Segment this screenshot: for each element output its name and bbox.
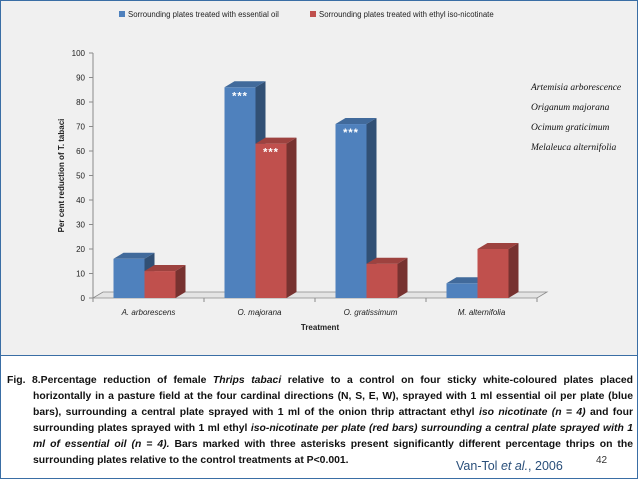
bar-top: [366, 257, 408, 264]
caption-species: Thrips tabaci: [212, 375, 282, 386]
bar-top: [224, 81, 266, 88]
y-tick-label: 60: [76, 147, 85, 156]
legend-label: Sorrounding plates treated with ethyl is…: [319, 10, 494, 19]
y-tick-label: 100: [72, 49, 86, 58]
credit-year: , 2006: [528, 459, 563, 473]
species-item: Ocimum graticimum: [531, 123, 610, 133]
y-tick-label: 70: [76, 123, 85, 132]
caption-text-1: Percentage reduction of female: [40, 375, 213, 386]
species-item: Artemisia arborescence: [531, 83, 622, 93]
bar-side: [366, 118, 377, 298]
bar-top: [335, 118, 377, 125]
x-tick-label: A. arborescens: [121, 308, 176, 317]
x-tick-label: M. alternifolia: [458, 308, 506, 317]
bar: [477, 243, 519, 298]
bar-front: [255, 143, 287, 298]
bar-front: [144, 271, 176, 298]
x-tick-label: O. majorana: [237, 308, 282, 317]
bar-top: [113, 252, 155, 259]
bar: [366, 257, 408, 298]
bar-side: [286, 137, 297, 298]
bar-front: [446, 283, 478, 298]
chart-panel: 0 10 20 30 40 50 60 70 80 90 100 A. arborescens O. m…: [1, 1, 637, 356]
bar-side: [175, 265, 186, 298]
bar-side: [508, 243, 519, 298]
species-item: Origanum majorana: [531, 103, 610, 113]
species-list: Artemisia arborescence Origanum majorana…: [531, 81, 621, 161]
bar-front: [224, 87, 256, 298]
bar-top: [446, 277, 488, 284]
y-tick-label: 20: [76, 245, 85, 254]
y-tick-label: 30: [76, 221, 85, 230]
credit-etal: et al.: [500, 459, 529, 473]
bar-front: [335, 124, 367, 298]
significance-label: ***: [343, 127, 359, 139]
legend-swatch: [119, 11, 125, 17]
bar: [144, 265, 186, 298]
plot-back-wall: [103, 47, 547, 292]
bar-front: [366, 263, 398, 298]
legend-label: Sorrounding plates treated with essentia…: [128, 10, 279, 19]
y-tick-label: 50: [76, 172, 85, 181]
page-number: 42: [596, 455, 608, 466]
x-axis-title: Treatment: [301, 323, 340, 332]
y-tick-label: 90: [76, 74, 85, 83]
bar-chart: 0 10 20 30 40 50 60 70 80 90 100 A. arborescens O. m…: [57, 10, 549, 332]
bar-top: [255, 137, 297, 144]
y-axis-title: Per cent reduction of T. tabaci: [57, 119, 66, 233]
bar: [255, 137, 297, 298]
caption-text-4: and four surrounding plates sprayed with…: [33, 407, 633, 434]
significance-label: ***: [232, 90, 248, 102]
bar-side: [397, 257, 408, 298]
bar-front: [477, 249, 509, 298]
significance-label: ***: [263, 147, 279, 159]
y-tick-label: 80: [76, 98, 85, 107]
y-tick-label: 0: [81, 294, 86, 303]
y-tick-label: 10: [76, 270, 85, 279]
figure-caption: Fig. 8.Percentage reduction of female Th…: [7, 373, 633, 469]
caption-text-2: relative to a control on four sticky whi…: [33, 375, 633, 418]
y-tick-label: 40: [76, 196, 85, 205]
caption-text-6: Bars marked with three asterisks present…: [33, 439, 633, 466]
figure-label: Fig. 8.: [7, 375, 41, 386]
caption-text-5: iso-nicotinate per plate (red bars) surr…: [33, 423, 633, 450]
bar-top: [477, 243, 519, 249]
caption-text-3: iso nicotinate (n = 4): [478, 407, 586, 418]
legend-swatch: [310, 11, 316, 17]
credit-authors: Van-Tol: [456, 459, 501, 473]
species-item: Melaleuca alternifolia: [531, 143, 617, 153]
bar-top: [144, 265, 186, 272]
citation-credit: Van-Tol et al., 2006: [456, 459, 563, 473]
bar: [335, 118, 377, 298]
x-tick-label: O. gratissimum: [344, 308, 398, 317]
bar-front: [113, 258, 145, 298]
